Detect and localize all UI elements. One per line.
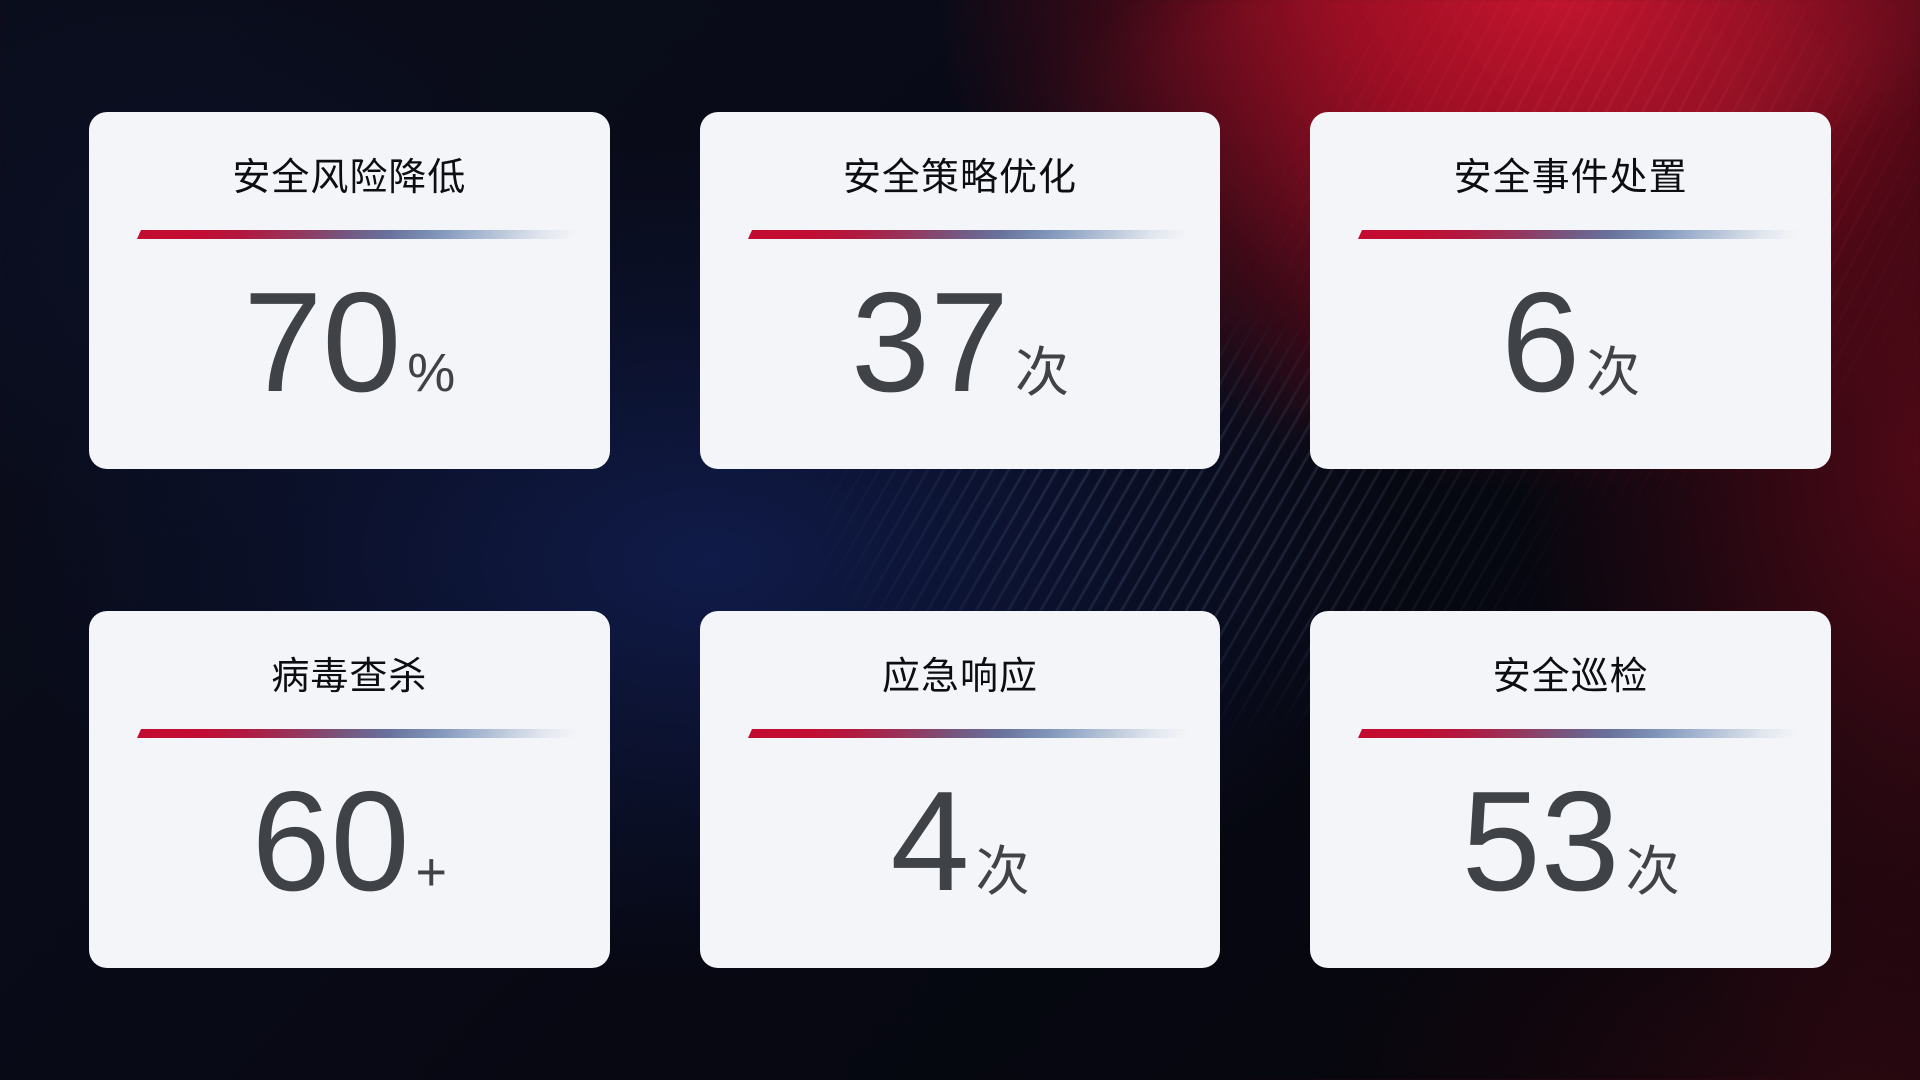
card-title: 病毒查杀 bbox=[271, 656, 428, 698]
stat-value: 4 bbox=[890, 761, 970, 921]
gradient-divider bbox=[1358, 229, 1809, 239]
stat-value-row: 53 次 bbox=[1461, 761, 1680, 921]
stat-value-row: 4 次 bbox=[890, 761, 1030, 921]
stat-card-policy-optimization: 安全策略优化 37 次 bbox=[699, 112, 1221, 469]
stat-card-incident-handling: 安全事件处置 6 次 bbox=[1310, 112, 1831, 469]
stat-value-row: 60 + bbox=[251, 761, 448, 921]
stat-value: 37 bbox=[851, 262, 1009, 422]
card-title: 应急响应 bbox=[881, 656, 1038, 698]
stat-value-row: 37 次 bbox=[851, 262, 1069, 422]
stat-card-security-patrol: 安全巡检 53 次 bbox=[1310, 611, 1831, 968]
gradient-divider bbox=[747, 728, 1198, 738]
stat-value: 53 bbox=[1461, 761, 1620, 921]
stat-unit: % bbox=[407, 342, 456, 403]
card-title: 安全风险降低 bbox=[232, 157, 467, 199]
gradient-divider bbox=[1358, 728, 1809, 738]
stat-value: 60 bbox=[251, 761, 410, 921]
stat-value: 6 bbox=[1501, 262, 1581, 422]
stat-unit: 次 bbox=[975, 841, 1030, 902]
stat-value: 70 bbox=[243, 262, 402, 422]
stat-unit: 次 bbox=[1625, 841, 1680, 902]
stat-card-risk-reduction: 安全风险降低 70 % bbox=[89, 112, 610, 469]
stat-unit: 次 bbox=[1586, 342, 1641, 403]
card-title: 安全策略优化 bbox=[842, 157, 1077, 199]
stat-card-emergency-response: 应急响应 4 次 bbox=[699, 611, 1221, 968]
gradient-divider bbox=[136, 728, 588, 738]
stat-unit: + bbox=[415, 841, 448, 902]
stat-card-virus-scan: 病毒查杀 60 + bbox=[89, 611, 610, 968]
card-title: 安全事件处置 bbox=[1453, 157, 1688, 199]
gradient-divider bbox=[747, 229, 1198, 239]
stat-value-row: 6 次 bbox=[1501, 262, 1641, 422]
gradient-divider bbox=[136, 229, 588, 239]
card-title: 安全巡检 bbox=[1492, 656, 1649, 698]
stat-value-row: 70 % bbox=[243, 262, 456, 422]
stat-unit: 次 bbox=[1014, 342, 1069, 403]
